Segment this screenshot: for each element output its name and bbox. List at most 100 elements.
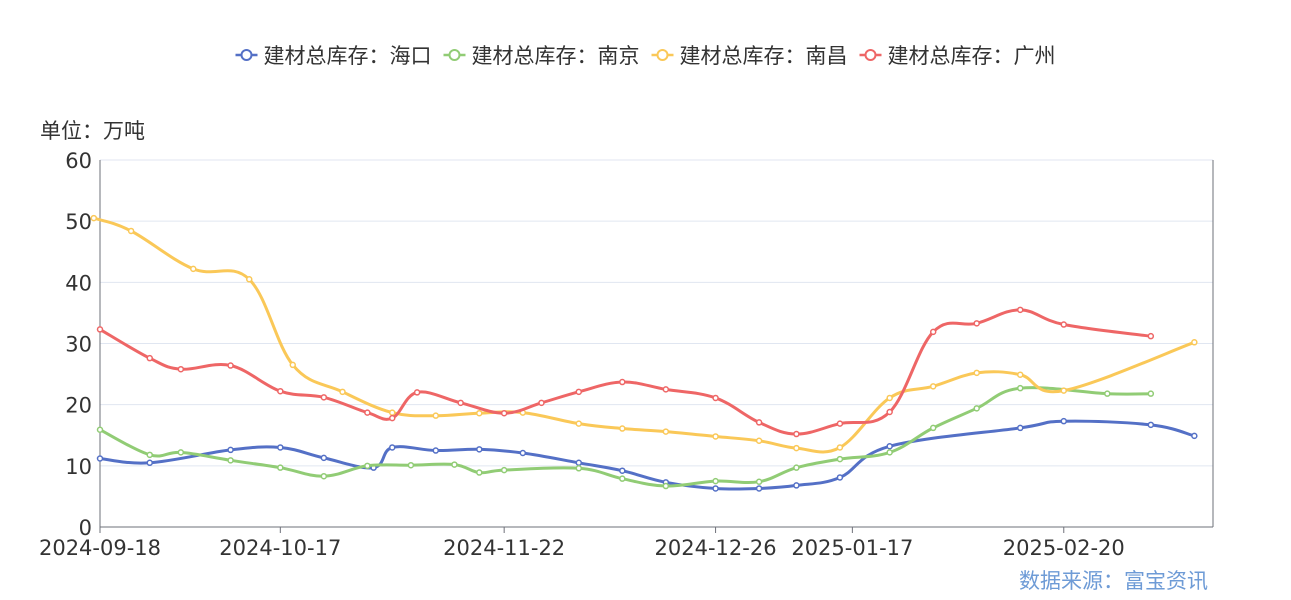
data-point[interactable] bbox=[973, 369, 980, 377]
data-point[interactable] bbox=[277, 387, 284, 395]
data-point[interactable] bbox=[662, 386, 670, 393]
data-point[interactable] bbox=[973, 405, 980, 412]
data-point[interactable] bbox=[364, 409, 371, 416]
y-tick-label: 50 bbox=[65, 210, 92, 234]
data-point[interactable] bbox=[146, 354, 153, 362]
legend-item[interactable]: 建材总库存：广州 bbox=[859, 44, 1056, 68]
legend-item[interactable]: 建材总库存：南昌 bbox=[651, 44, 848, 68]
data-point[interactable] bbox=[575, 388, 583, 396]
legend[interactable]: 建材总库存：海口 建材总库存：南京 建材总库存：南昌 建材总库存：广州 bbox=[235, 44, 1056, 68]
data-point[interactable] bbox=[432, 447, 440, 454]
data-point[interactable] bbox=[1060, 417, 1068, 425]
data-point[interactable] bbox=[320, 472, 328, 480]
data-point[interactable] bbox=[755, 478, 763, 485]
data-point[interactable] bbox=[227, 362, 234, 369]
data-point[interactable] bbox=[277, 444, 284, 451]
data-point[interactable] bbox=[836, 444, 844, 451]
data-point[interactable] bbox=[929, 328, 937, 336]
data-point[interactable] bbox=[1016, 384, 1024, 392]
legend-item[interactable]: 建材总库存：南京 bbox=[443, 44, 640, 68]
data-point[interactable] bbox=[619, 475, 626, 482]
data-point[interactable] bbox=[755, 419, 763, 426]
data-point[interactable] bbox=[1016, 424, 1024, 432]
data-point[interactable] bbox=[662, 482, 670, 490]
data-point[interactable] bbox=[1060, 321, 1068, 328]
data-point[interactable] bbox=[432, 412, 440, 419]
data-point[interactable] bbox=[320, 394, 328, 401]
data-point[interactable] bbox=[836, 420, 844, 427]
data-point[interactable] bbox=[619, 467, 626, 474]
data-point[interactable] bbox=[793, 464, 800, 471]
data-point[interactable] bbox=[519, 449, 527, 457]
data-point[interactable] bbox=[277, 464, 284, 471]
data-point[interactable] bbox=[755, 437, 763, 445]
data-point[interactable] bbox=[96, 455, 104, 462]
data-point[interactable] bbox=[1147, 332, 1155, 340]
data-point[interactable] bbox=[886, 394, 893, 402]
data-point[interactable] bbox=[476, 469, 483, 476]
data-point[interactable] bbox=[755, 485, 763, 492]
data-point[interactable] bbox=[793, 430, 800, 438]
data-point[interactable] bbox=[500, 466, 508, 474]
data-point[interactable] bbox=[973, 320, 980, 327]
legend-item[interactable]: 建材总库存：海口 bbox=[235, 44, 432, 68]
data-point[interactable] bbox=[712, 485, 719, 492]
data-point[interactable] bbox=[476, 409, 483, 417]
data-point[interactable] bbox=[339, 388, 346, 396]
data-point[interactable] bbox=[457, 399, 464, 407]
data-point[interactable] bbox=[886, 443, 893, 450]
data-point[interactable] bbox=[1016, 371, 1024, 378]
data-point[interactable] bbox=[793, 482, 800, 489]
data-point[interactable] bbox=[1016, 306, 1024, 314]
data-point[interactable] bbox=[1191, 339, 1198, 346]
data-point[interactable] bbox=[190, 265, 197, 273]
data-point[interactable] bbox=[712, 394, 719, 402]
legend-marker-icon bbox=[240, 49, 253, 61]
data-point[interactable] bbox=[538, 399, 545, 407]
data-point[interactable] bbox=[662, 428, 670, 435]
data-point[interactable] bbox=[886, 449, 893, 456]
data-point[interactable] bbox=[476, 446, 483, 453]
data-point[interactable] bbox=[90, 214, 98, 222]
data-point[interactable] bbox=[1147, 421, 1155, 429]
data-point[interactable] bbox=[575, 459, 583, 467]
data-point[interactable] bbox=[500, 409, 508, 417]
data-point[interactable] bbox=[619, 425, 626, 432]
data-point[interactable] bbox=[289, 361, 297, 369]
data-point[interactable] bbox=[388, 444, 396, 451]
data-point[interactable] bbox=[177, 365, 185, 373]
data-point[interactable] bbox=[712, 477, 719, 485]
data-point[interactable] bbox=[146, 459, 153, 467]
data-point[interactable] bbox=[413, 389, 421, 396]
data-point[interactable] bbox=[886, 408, 893, 416]
data-point[interactable] bbox=[712, 433, 719, 440]
data-point[interactable] bbox=[836, 455, 844, 463]
data-point[interactable] bbox=[127, 227, 135, 235]
data-point[interactable] bbox=[1060, 387, 1068, 394]
data-point[interactable] bbox=[575, 465, 583, 472]
source-label: 数据来源：富宝资讯 bbox=[1019, 569, 1208, 593]
data-point[interactable] bbox=[388, 414, 396, 422]
data-point[interactable] bbox=[177, 449, 185, 456]
data-point[interactable] bbox=[227, 457, 234, 464]
data-point[interactable] bbox=[96, 326, 104, 333]
data-point[interactable] bbox=[146, 451, 153, 459]
data-point[interactable] bbox=[96, 426, 104, 433]
data-point[interactable] bbox=[451, 461, 458, 468]
data-point[interactable] bbox=[1191, 432, 1198, 440]
data-point[interactable] bbox=[929, 383, 937, 390]
data-point[interactable] bbox=[407, 461, 415, 469]
data-point[interactable] bbox=[1147, 390, 1155, 397]
data-point[interactable] bbox=[836, 474, 844, 481]
data-point[interactable] bbox=[320, 454, 328, 462]
data-point[interactable] bbox=[388, 409, 396, 416]
data-point[interactable] bbox=[364, 462, 371, 470]
data-point[interactable] bbox=[1104, 390, 1111, 397]
data-point[interactable] bbox=[227, 446, 234, 454]
data-point[interactable] bbox=[575, 420, 583, 427]
legend-label: 建材总库存：广州 bbox=[888, 44, 1056, 68]
data-point[interactable] bbox=[619, 378, 626, 386]
data-point[interactable] bbox=[793, 444, 800, 452]
data-point[interactable] bbox=[245, 276, 253, 283]
data-point[interactable] bbox=[929, 424, 937, 432]
